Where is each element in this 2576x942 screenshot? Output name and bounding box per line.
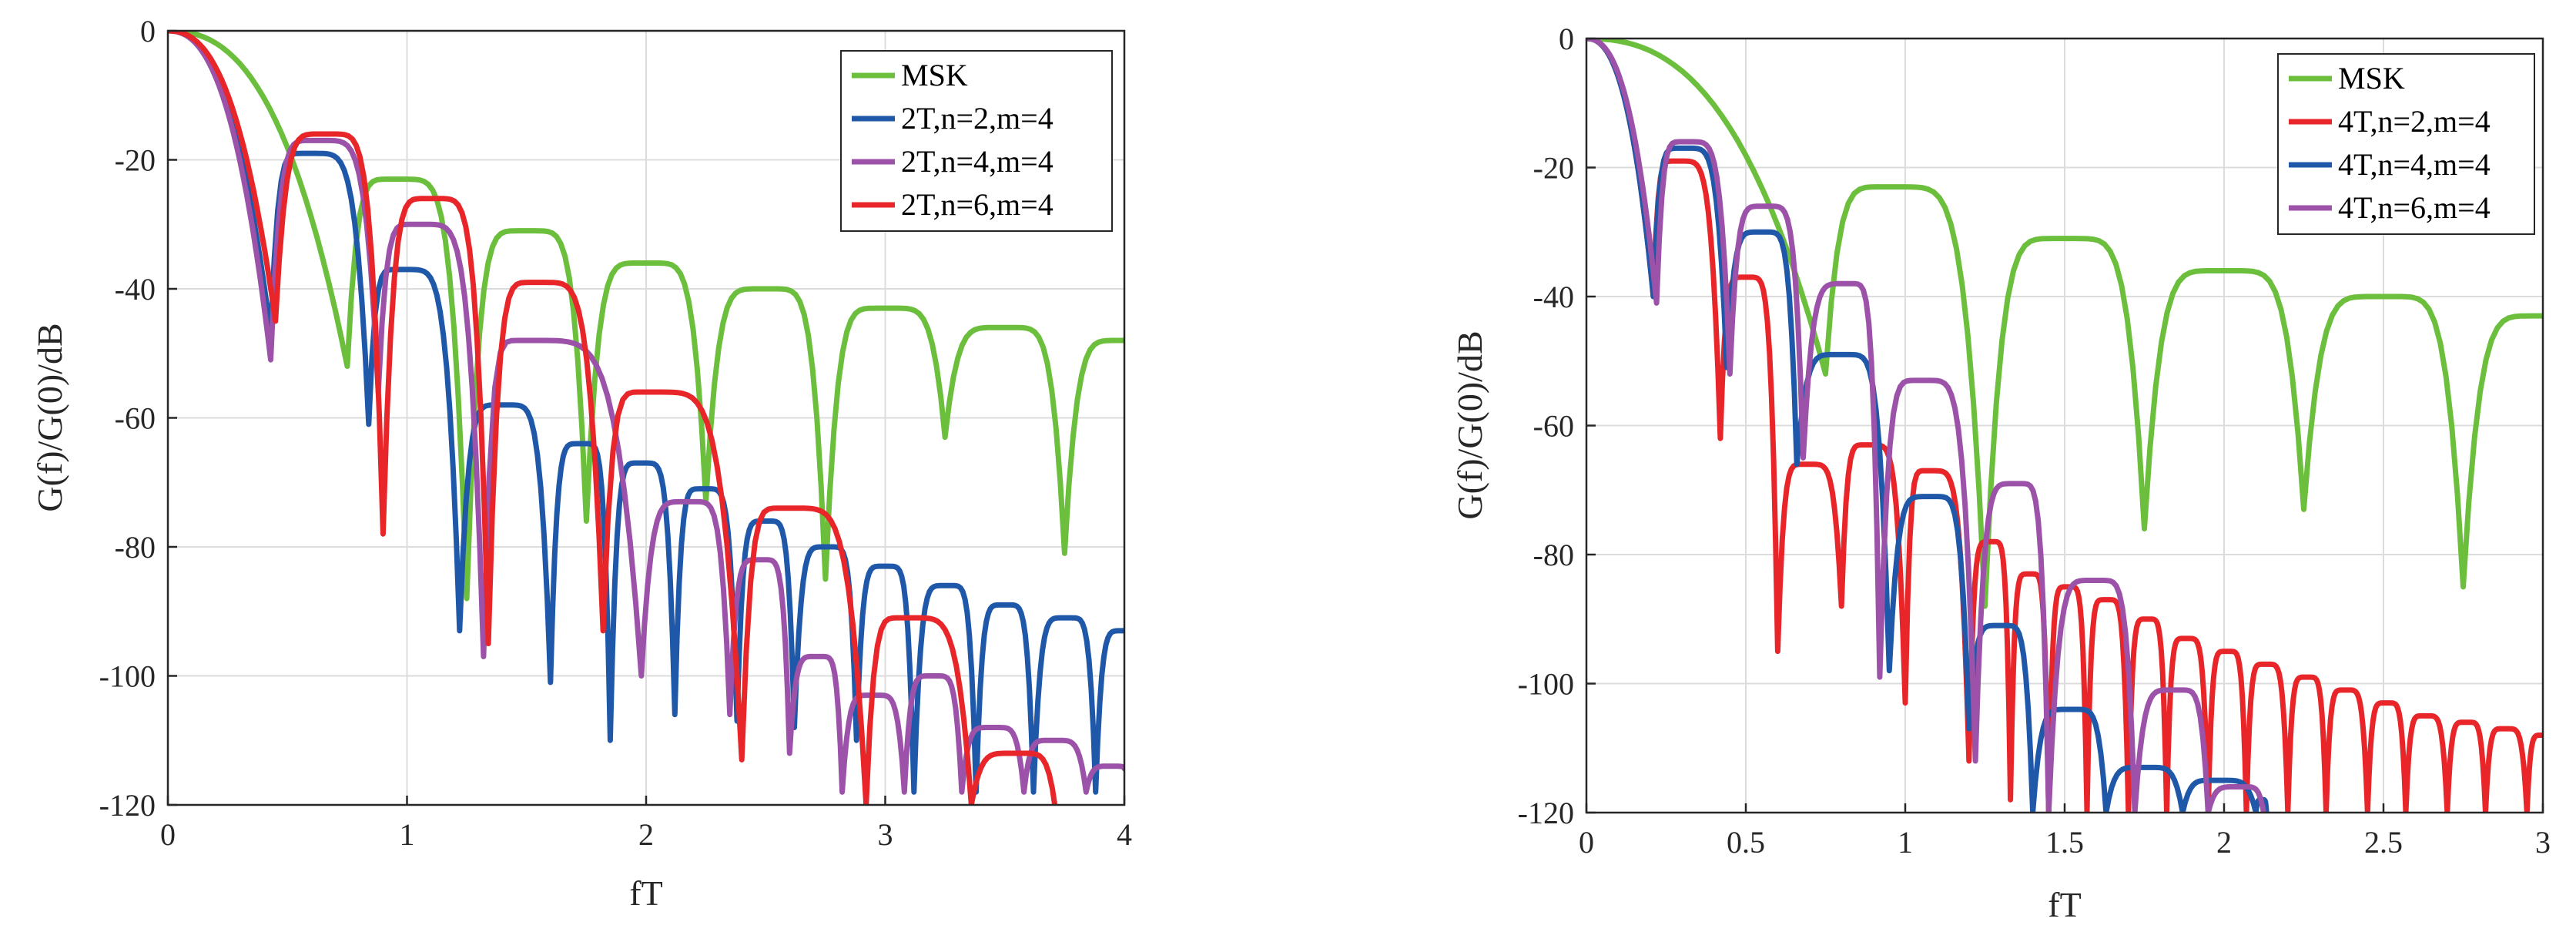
- x-tick-label: 3: [878, 817, 893, 852]
- left-y-axis-label: G(f)/G(0)/dB: [30, 323, 69, 511]
- x-tick-label: 1: [1898, 825, 1913, 860]
- y-tick-label: -100: [99, 659, 156, 694]
- y-tick-label: -60: [115, 401, 156, 436]
- legend-entry: 2T,n=2,m=4: [901, 101, 1054, 136]
- x-tick-label: 2: [638, 817, 654, 852]
- legend-entry: MSK: [2338, 61, 2405, 96]
- series-line-4t-n-2-m-4: [1586, 39, 2543, 813]
- x-tick-label: 3: [2535, 825, 2551, 860]
- x-tick-label: 0: [1579, 825, 1594, 860]
- x-tick-label: 0.5: [1727, 825, 1765, 860]
- right-y-axis-label: G(f)/G(0)/dB: [1450, 330, 1489, 519]
- x-tick-label: 1: [400, 817, 415, 852]
- y-tick-label: -60: [1533, 409, 1574, 444]
- legend-box: [840, 50, 1113, 232]
- left-chart: 0 1 2 3 4 0 -20 -40 -60 -80 -100 -120 fT G(f)/G(0)/…: [30, 14, 1132, 913]
- y-tick-label: -20: [115, 143, 156, 178]
- y-tick-label: -80: [115, 530, 156, 565]
- y-tick-label: -40: [115, 272, 156, 307]
- legend-entry: 4T,n=6,m=4: [2338, 190, 2491, 225]
- left-x-axis-label: fT: [629, 873, 662, 913]
- legend-entry: MSK: [901, 58, 968, 92]
- series-line-2t-n-6-m-4: [168, 31, 1058, 805]
- y-tick-label: 0: [140, 14, 156, 49]
- legend-entry: 4T,n=4,m=4: [2338, 147, 2491, 182]
- y-tick-label: -120: [1518, 796, 1574, 830]
- right-chart: 0 0.5 1 1.5 2 2.5 3 0 -20 -40 -60 -80 -100 -120 fT G(…: [1450, 22, 2551, 924]
- x-tick-label: 0: [160, 817, 176, 852]
- left-series: [168, 31, 1124, 805]
- right-ticks: 0 0.5 1 1.5 2 2.5 3 0 -20 -40 -60 -80 -100 -120: [1518, 22, 2551, 860]
- legend-entry: 2T,n=4,m=4: [901, 144, 1054, 179]
- y-tick-label: -100: [1518, 667, 1574, 702]
- left-legend: MSK 2T,n=2,m=4 2T,n=4,m=4 2T,n=6,m=4: [840, 50, 1113, 232]
- right-series: [1586, 39, 2543, 813]
- x-tick-label: 4: [1117, 817, 1132, 852]
- y-tick-label: -20: [1533, 151, 1574, 186]
- x-tick-label: 2: [2216, 825, 2232, 860]
- legend-entry: 4T,n=2,m=4: [2338, 104, 2491, 139]
- y-tick-label: -40: [1533, 280, 1574, 314]
- left-ticks: 0 1 2 3 4 0 -20 -40 -60 -80 -100 -120: [99, 14, 1132, 852]
- right-x-axis-label: fT: [2048, 885, 2081, 924]
- right-grid: [1586, 39, 2543, 813]
- y-tick-label: -120: [99, 788, 156, 823]
- legend-box: [2277, 53, 2535, 235]
- series-line-4t-n-6-m-4: [1586, 39, 2266, 813]
- x-tick-label: 2.5: [2364, 825, 2403, 860]
- x-tick-label: 1.5: [2045, 825, 2084, 860]
- series-line-msk: [168, 31, 1124, 602]
- right-legend: MSK 4T,n=2,m=4 4T,n=4,m=4 4T,n=6,m=4: [2277, 53, 2535, 235]
- y-tick-label: -80: [1533, 538, 1574, 572]
- legend-entry: 2T,n=6,m=4: [901, 187, 1054, 222]
- y-tick-label: 0: [1559, 22, 1574, 56]
